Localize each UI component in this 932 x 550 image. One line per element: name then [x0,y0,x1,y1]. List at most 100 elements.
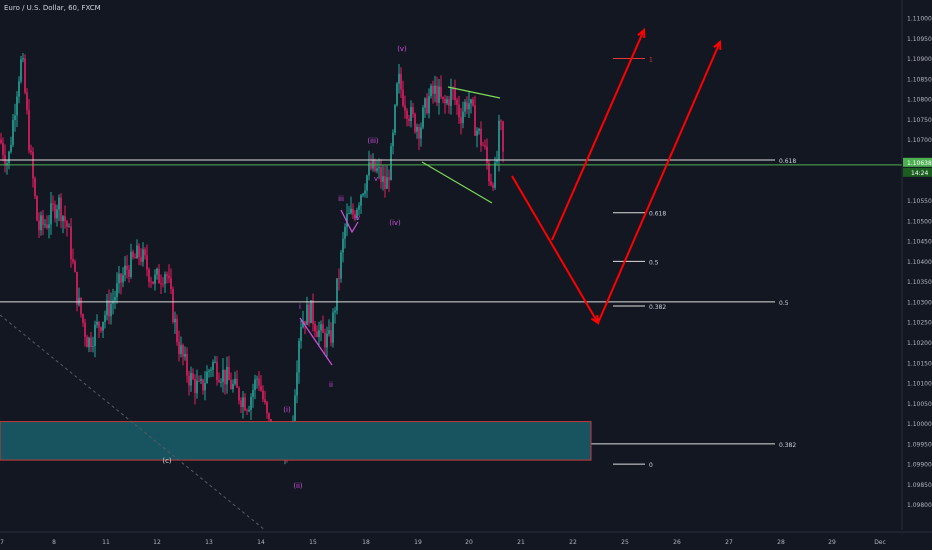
y-tick-label: 1.10100 [907,381,932,388]
candle-body [322,324,324,333]
candle-body [264,399,266,403]
candle-body [248,409,250,411]
candle-body [90,337,92,347]
candle-body [66,221,68,227]
candle-body [0,139,2,143]
x-tick-label: 19 [414,539,422,546]
candle-body [468,103,470,110]
candle-body [408,118,410,122]
candle-body [352,208,354,215]
candle-body [78,297,80,305]
arrow [597,41,721,324]
candle-body [300,327,302,342]
candle-body [402,89,404,106]
candle-body [338,278,340,280]
candle-body [124,265,126,276]
candle-body [250,396,252,410]
candle-body [392,132,394,147]
candle-body [108,300,110,317]
candle-body [400,73,402,90]
candle-body [26,92,28,111]
y-tick-label: 1.10900 [907,56,932,63]
candle-body [180,345,182,355]
candle-body [368,162,370,176]
candle-body [244,397,246,411]
candle-body [356,209,358,219]
candle-body [240,400,242,408]
candle-body [326,333,328,348]
candle-body [212,362,214,370]
candle-body [498,120,500,160]
level-label: 0.5 [779,300,789,307]
candle-body [238,387,240,401]
candle-body [14,115,16,120]
projection-label: 0 [649,462,653,469]
candle-body [502,121,504,152]
candle-body [450,87,452,106]
candle-body [224,369,226,385]
candle-body [442,96,444,100]
candle-body [96,321,98,325]
x-tick-label: Dec [874,539,886,546]
x-tick-label: 20 [465,539,473,546]
candle-body [412,107,414,114]
candle-body [314,323,316,332]
candle-body [168,275,170,279]
candle-body [10,144,12,152]
candle-body [384,176,386,189]
candle-body [44,224,46,226]
candle-body [364,190,366,194]
y-tick-label: 1.09850 [907,482,932,489]
candle-body [340,252,342,279]
candle-body [380,167,382,182]
price-badge-value: 1.10638 [907,160,932,167]
candle-body [220,381,222,383]
candle-body [336,278,338,311]
candle-body [126,265,128,270]
projection-label: 1 [649,57,653,64]
x-tick-label: 13 [205,539,213,546]
candle-body [304,321,306,326]
candle-body [12,119,14,145]
candle-body [120,273,122,283]
candle-body [438,86,440,103]
candle-body [376,168,378,172]
candle-body [434,85,436,94]
candle-body [160,283,162,285]
candle-body [198,380,200,382]
candle-body [470,99,472,104]
candle-body [228,366,230,380]
candle-body [260,385,262,391]
y-tick-label: 1.10150 [907,360,932,367]
y-tick-label: 1.10700 [907,137,932,144]
candle-body [370,162,372,169]
candle-body [310,300,312,323]
candle-body [94,324,96,346]
candle-body [476,130,478,136]
candle-body [82,314,84,323]
time-badge [903,167,932,177]
candle-body [262,390,264,400]
candle-body [16,96,18,116]
candle-body [6,163,8,166]
candle-body [196,380,198,394]
candle-body [62,216,64,222]
candle-body [76,271,78,305]
y-tick-label: 1.10450 [907,239,932,246]
candle-body [58,197,60,210]
candle-body [386,177,388,189]
candle-body [40,215,42,231]
candle-body [34,178,36,197]
candle-body [378,167,380,169]
wave-label: i [299,303,301,311]
wave-label: (i) [283,406,291,414]
candle-body [134,257,136,259]
candle-body [478,128,480,131]
candle-body [176,318,178,342]
candle-body [130,251,132,277]
price-badge [903,157,932,167]
candle-body [404,105,406,111]
candle-body [36,196,38,221]
y-tick-label: 1.09900 [907,462,932,469]
